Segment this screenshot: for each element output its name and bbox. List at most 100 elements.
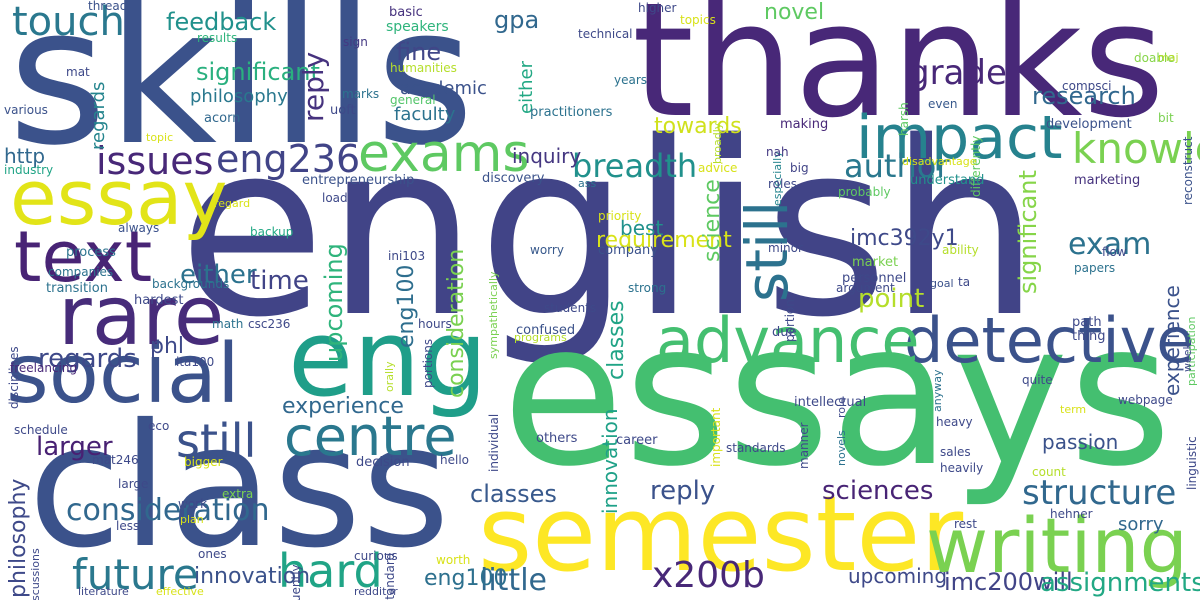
word-essays: essays (502, 279, 1172, 510)
word-little: grade (908, 53, 1007, 93)
small-word-decision: decision (356, 455, 410, 470)
small-word-discussions: discussions (29, 547, 42, 600)
small-word-important: important (709, 407, 723, 467)
small-word-flow: flow (1102, 245, 1127, 259)
small-word-standards: standards (726, 441, 786, 455)
small-word-speakers: speakers (386, 19, 449, 35)
word-eng100-vertical: eng100 (394, 264, 419, 348)
small-word-goal: goal (930, 277, 954, 290)
small-word-confused: confused (516, 323, 576, 338)
small-word-curious: curious (354, 549, 398, 563)
word-centre: centre (284, 405, 457, 468)
small-word-strong: strong (628, 281, 667, 295)
word-upcoming-vertical: upcoming (320, 243, 348, 362)
small-word-mat246: mat246 (92, 453, 139, 467)
small-word-disciplines: disciplines (7, 346, 21, 410)
small-word-eco: eco (148, 419, 170, 433)
small-word-effective: effective (156, 585, 204, 598)
small-word-portions: portions (421, 338, 435, 388)
small-word-bigger: bigger (184, 455, 223, 469)
small-word-individual: individual (487, 413, 501, 472)
small-word-transition: transition (46, 281, 108, 296)
small-word-work: work (178, 497, 208, 511)
small-word-thing: thing (1072, 329, 1106, 344)
word-innovation-vertical: innovation (598, 408, 622, 514)
word-man: imc392y1 (850, 226, 959, 251)
word-text: text (14, 216, 153, 298)
small-word-acorn: acorn (204, 111, 241, 126)
small-word-bit: bit (1158, 111, 1174, 125)
word-eng236: eng236 (216, 137, 361, 181)
small-word-due: due (772, 325, 797, 340)
small-word-argument: argument (836, 281, 895, 295)
small-word-rest: rest (954, 517, 978, 531)
word-http: eng100 (424, 566, 508, 591)
small-word-higher: higher (638, 1, 677, 15)
small-word-hours: hours (418, 317, 452, 331)
small-word-programs: programs (514, 331, 567, 344)
small-word-ability: ability (942, 243, 979, 257)
word-writing: writing (926, 501, 1188, 590)
word-experience-vertical: experience (1160, 285, 1184, 396)
small-word-marketing: marketing (1074, 173, 1141, 188)
small-word-practitioners: practitioners (530, 105, 613, 120)
word-novel: time (250, 266, 309, 296)
small-word-development: development (1046, 117, 1132, 132)
small-word-schedule: schedule (14, 423, 68, 437)
word-assignments: research (1032, 82, 1136, 110)
word-hard: still (176, 414, 257, 468)
small-word-heavily: heavily (940, 461, 984, 475)
small-word-redditor: redditor (354, 585, 398, 598)
small-word-marks: marks (342, 87, 380, 101)
small-word-csc236: csc236 (248, 317, 291, 331)
small-word-career: career (616, 433, 658, 448)
small-word-harsh: harsh (897, 102, 911, 136)
word-gpa: author (844, 147, 950, 185)
word-larger: point (858, 284, 925, 314)
small-word-worry: worry (530, 243, 564, 257)
word-property: faculty (394, 104, 456, 125)
small-word-worth: worth (436, 553, 471, 567)
word-context: towards (654, 114, 742, 139)
small-word-topics: topics (680, 13, 716, 27)
small-word-linguistic: linguistic (1185, 436, 1199, 490)
small-word-nah: nah (766, 145, 789, 159)
small-word-sympathetically: sympathetically (487, 271, 500, 359)
word-fine: breadth (572, 147, 698, 185)
small-word-ass: ass (578, 177, 597, 190)
small-word-anyway: anyway (931, 369, 944, 412)
small-word-companies: companies (48, 265, 114, 279)
small-word-week: week (1181, 343, 1194, 373)
small-word-broadly: broadly (711, 122, 724, 165)
small-word-sign: sign (343, 35, 368, 49)
word-author: imc200will (944, 568, 1073, 596)
word-exam: fine (396, 38, 442, 66)
small-word-disadvantage: disadvantage (902, 155, 977, 168)
word-exams: exams (358, 124, 530, 184)
small-word-probably: probably (838, 185, 891, 199)
small-word-students: students (544, 301, 597, 315)
small-word-various: various (4, 103, 48, 117)
small-word-reconstruct: reconstruct (1181, 136, 1195, 206)
small-word-maj: maj (1158, 51, 1179, 64)
small-word-even: even (928, 97, 958, 111)
small-word-frequently: frequently (289, 564, 303, 600)
small-word-process: process (66, 245, 116, 260)
small-word-term: term (1060, 403, 1087, 416)
word-concepts: passion (1042, 430, 1119, 454)
word-feedback: gpa (494, 6, 540, 34)
small-word-hello: hello (440, 453, 469, 467)
small-word-thread: thread (88, 0, 128, 13)
word-phl: exam (1068, 227, 1152, 262)
word-point: feedback (166, 8, 277, 36)
word-class: class (28, 388, 451, 586)
word-eng: eng (288, 297, 488, 420)
small-word-heavy: heavy (936, 415, 973, 429)
word-essay: essay (10, 153, 228, 242)
word-touch: touch (12, 0, 125, 45)
small-word-general: general (390, 93, 436, 107)
small-word-roles: roles (768, 177, 797, 191)
small-word-backgrounds: backgrounds (152, 277, 230, 291)
word-sorry: upcoming (848, 564, 948, 588)
small-word-intellectual: intellectual (794, 395, 867, 410)
